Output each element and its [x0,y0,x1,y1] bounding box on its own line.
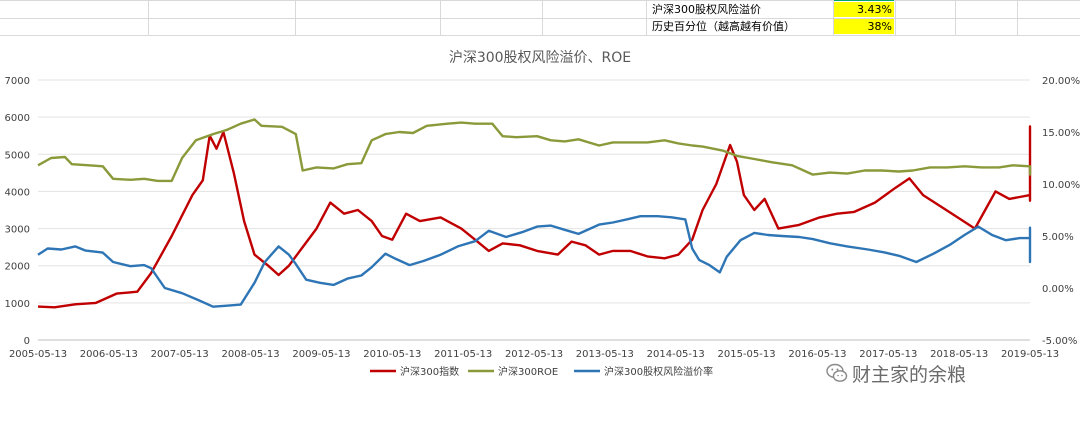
x-tick-label: 2008-05-13 [222,349,280,360]
x-tick-label: 2010-05-13 [363,349,421,360]
gridlines [38,79,1030,304]
wechat-icon [826,363,848,382]
x-tick-label: 2007-05-13 [151,349,209,360]
percentile-label: 历史百分位（越高越有价值） [652,20,795,33]
chart-title: 沪深300股权风险溢价、ROE [449,50,631,66]
y-left-tick-label: 6000 [5,113,30,124]
legend-label: 沪深300股权风险溢价率 [604,365,713,378]
legend-label: 沪深300指数 [400,365,459,378]
y-left-tick-label: 0 [24,336,30,347]
y-right-tick-label: -5.00% [1042,336,1077,347]
x-tick-label: 2013-05-13 [576,349,634,360]
y-left-tick-label: 4000 [5,187,30,198]
line-chart: 沪深300股权风险溢价、ROE 0 1000 2000 3000 4000 5000 600… [5,50,1080,378]
x-tick-label: 2011-05-13 [434,349,492,360]
axes: 0 1000 2000 3000 4000 5000 6000 7000 -5.00% 0.00%… [5,76,1080,360]
y-left-tick-label: 2000 [5,262,30,273]
y-left-tick-label: 3000 [5,225,30,236]
x-tick-label: 2009-05-13 [292,349,350,360]
series-lines [37,118,1032,309]
y-right-tick-label: 20.00% [1042,76,1080,87]
y-left-tick-label: 7000 [5,76,30,87]
spreadsheet-header: 沪深300股权风险溢价 3.43% 历史百分位（越高越有价值） 38% [0,0,1080,36]
x-tick-label: 2019-05-13 [1001,349,1059,360]
y-right-tick-label: 10.00% [1042,180,1080,191]
legend-label: 沪深300ROE [498,365,558,378]
y-left-tick-label: 1000 [5,299,30,310]
x-tick-label: 2018-05-13 [930,349,988,360]
x-tick-label: 2012-05-13 [505,349,563,360]
y-left-tick-label: 5000 [5,150,30,161]
x-tick-label: 2006-05-13 [80,349,138,360]
y-right-tick-label: 15.00% [1042,128,1080,139]
x-tick-label: 2005-05-13 [9,349,67,360]
watermark-text: 财主家的余粮 [852,364,967,386]
percentile-value: 38% [834,19,894,34]
series-line-2 [37,118,1032,183]
x-tick-label: 2014-05-13 [647,349,705,360]
x-tick-label: 2016-05-13 [788,349,846,360]
y-right-tick-label: 5.00% [1042,232,1074,243]
series-line-1 [37,125,1032,309]
erp-label: 沪深300股权风险溢价 [652,3,761,16]
x-tick-label: 2015-05-13 [718,349,776,360]
x-tick-label: 2017-05-13 [859,349,917,360]
series-line-3 [37,215,1032,308]
y-right-tick-label: 0.00% [1042,284,1074,295]
erp-value: 3.43% [834,2,894,17]
legend: 沪深300指数 沪深300ROE 沪深300股权风险溢价率 [370,365,713,378]
